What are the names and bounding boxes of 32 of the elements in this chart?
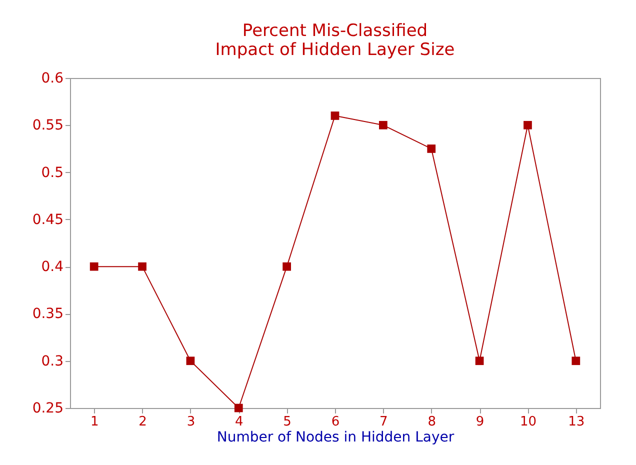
point [234, 404, 243, 412]
y-tick-label: 0.35 [32, 306, 64, 322]
y-tick-label: 0.55 [32, 118, 64, 134]
y-tick-label: 0.25 [32, 400, 64, 416]
point [572, 356, 580, 366]
x-tick-label: 10 [520, 414, 536, 430]
x-tick-label: 6 [331, 414, 340, 430]
x-axis-title: Number of Nodes in Hidden Layer [216, 430, 454, 446]
point [379, 120, 388, 130]
x-tick-label: 1 [90, 414, 99, 430]
point [186, 356, 195, 366]
y-tick-label: 0.4 [41, 259, 64, 276]
y-tick-label: 0.45 [32, 212, 64, 228]
y-tick-label: 0.3 [41, 353, 64, 370]
x-tick-label: 8 [428, 414, 436, 430]
x-tick-label: 4 [234, 414, 244, 430]
point [427, 144, 436, 153]
y-tick-label: 0.6 [41, 70, 64, 86]
chart-title: Percent Mis-Classified Impact of Hidden Layer Size [215, 21, 455, 60]
point [282, 262, 291, 271]
x-tick-label: 2 [138, 414, 147, 430]
x-tick-label: 9 [476, 414, 484, 430]
point [524, 120, 532, 130]
x-tick-label: 3 [186, 414, 196, 430]
y-tick-label: 0.5 [41, 164, 64, 181]
x-tick-label: 5 [283, 414, 292, 430]
x-tick-label: 7 [380, 414, 388, 430]
point [330, 112, 340, 120]
point [138, 262, 146, 271]
point [90, 262, 98, 271]
point [475, 356, 484, 366]
x-tick-label: 13 [568, 414, 585, 430]
